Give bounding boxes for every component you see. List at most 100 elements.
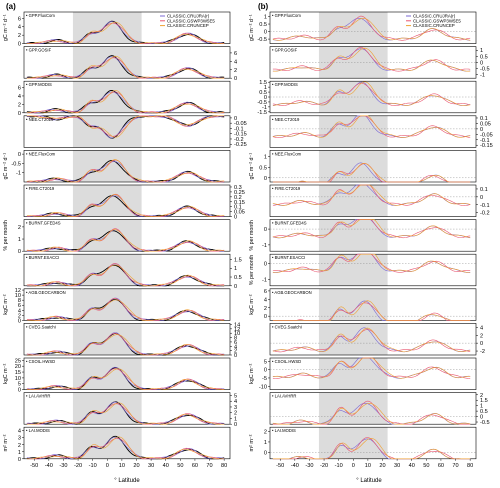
series-line-3 [272,437,471,460]
subplot-frame [23,115,231,148]
y-tick-label: 0.05 [234,210,245,216]
y-tick-label: 0 [264,450,267,456]
y-tick-label: 0 [234,284,237,290]
y-tick-label: -0.2 [234,137,244,143]
x-tick-label: -10 [89,463,97,469]
series-line-0 [26,20,225,45]
y-tick-label: 2 [18,102,21,108]
y-tick-label: -0.5 [480,66,490,72]
panel-a-row-burnt-esacci: • BURNT.ESACCI 0 0.5 1 1.5 [23,253,242,290]
y-tick-label: 2 [480,333,483,339]
y-tick-label: 1 [264,85,267,91]
series-line-2 [26,228,225,252]
y-tick-label: 1 [480,404,483,410]
y-tick-label: 1 [264,155,267,161]
panel-b-x-axis-label: ° Latitude [356,478,382,484]
y-tick-label: -1 [16,171,21,177]
subplot-frame [23,11,231,44]
y-tick-label: 10 [15,376,21,382]
y-tick-label: 0 [480,195,483,201]
y-tick-label: 0 [18,318,21,324]
subplot-title: • LAI.MODIS [26,428,50,433]
x-tick-label: -30 [305,463,313,469]
y-axis-unit: % per month [3,220,9,251]
x-tick-label: -40 [291,463,299,469]
subplot-title: • CSOIL.HWSD [26,359,55,364]
panel-b-row-lai-modis: • LAI.MODIS 0 1 2 m² m⁻² -50 -40 -30 -20 -10 0 10 20… [249,426,477,469]
legend-entry: CLASSIC.GSWP3W5E5 [413,18,461,23]
y-tick-label: 10 [234,331,240,337]
panel-a-row-nee-fluxcom: • NEE.FluxCom 0 -0.5 -1 gC m⁻² d⁻¹ [3,150,231,183]
y-axis-unit: % per month [249,220,255,251]
subplot-frame [23,184,231,217]
x-tick-label: 70 [452,463,458,469]
series-line-2 [26,438,225,460]
series-line-2 [272,400,471,425]
y-axis-unit: kgC m⁻² [249,363,255,383]
subplot-title: • FIRE.CT2019 [26,186,55,191]
panel-b-row-nee-ct2019: • NEE.CT2019 0.10.050-0.05-0.1-0.15 [269,115,493,149]
y-tick-label: 0.1 [234,205,242,211]
subplot-title: • BURNT.ESACCI [26,255,59,260]
y-tick-label: 0.5 [234,275,242,281]
y-tick-label: 0 [18,42,21,48]
y-tick-label: 1.5 [480,398,488,404]
y-tick-label: 0 [18,111,21,117]
y-axis-unit: kgC m⁻² [249,294,255,314]
x-tick-label: 80 [221,463,227,469]
subplot-title: • AGB.GEOCARBON [272,290,312,295]
x-tick-label: 20 [133,463,139,469]
series-line-3 [26,436,225,460]
series-line-3 [272,47,471,72]
y-tick-label: 0 [264,95,267,101]
series-line-3 [272,81,471,106]
y-tick-label: -0.5 [480,420,490,426]
panel-b-label: (b) [258,2,269,11]
subplot-title: • GPP.GOSIF [272,48,298,53]
panel-a-row-gpp-modis: • GPP.MODIS 0 2 4 6 [18,80,231,117]
x-tick-label: 70 [206,463,212,469]
subplot-title: • FIRE.CT2019 [272,186,301,191]
y-tick-label: 0 [18,249,21,255]
y-tick-label: 0.25 [234,190,245,196]
y-tick-label: 1 [234,416,237,422]
subplot-frame [23,357,231,390]
y-tick-label: 6 [18,16,21,22]
series-line-0 [26,115,225,139]
y-tick-label: 2 [480,393,483,399]
y-tick-label: 0.5 [259,165,267,171]
y-tick-label: 4 [264,297,267,303]
y-tick-label: 0.1 [480,187,488,193]
y-tick-label: 4 [18,308,21,314]
y-tick-label: 1 [264,15,267,21]
y-tick-label: 0.1 [480,116,488,122]
y-axis-unit: m² m⁻² [3,434,9,451]
y-tick-label: 0 [480,127,483,133]
x-tick-label: 60 [192,463,198,469]
y-tick-label: -0.5 [257,100,267,106]
panel-a-row-fire-ct2019: • FIRE.CT2019 00.050.10.150.20.250.3 [23,184,245,221]
y-tick-label: -0.05 [480,132,493,138]
tropics-shade [318,12,388,44]
series-line-3 [272,115,471,138]
y-tick-label: 2 [234,68,237,74]
y-tick-label: -1 [262,277,267,283]
subplot-title: • CVEG.Saatchi [272,324,302,329]
subplot-title: • GPP.MODIS [272,82,298,87]
subplot-frame [23,426,231,460]
series-line-2 [272,437,471,460]
x-tick-label: -30 [59,463,67,469]
y-tick-label: -10 [259,384,267,390]
y-tick-label: -0.25 [234,142,247,148]
y-tick-label: 5 [264,359,267,365]
series-line-3 [26,194,225,217]
y-tick-label: 4 [234,399,237,405]
y-tick-label: 0 [234,116,237,122]
tropics-shade [318,46,388,79]
y-tick-label: 6 [234,51,237,57]
series-line-3 [272,219,471,239]
x-tick-label: 20 [379,463,385,469]
y-axis-unit: gC m⁻² d⁻¹ [249,153,255,180]
subplot-frame [23,219,231,252]
